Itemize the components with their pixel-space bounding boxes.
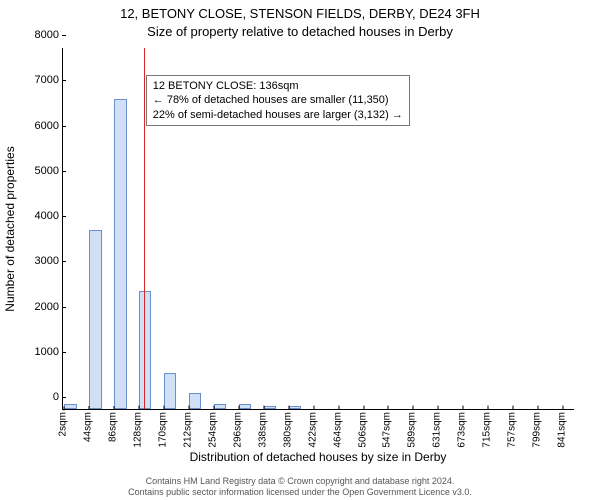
bar (164, 373, 176, 409)
bar (264, 406, 276, 409)
x-tick: 44sqm (83, 412, 94, 442)
figure: 12, BETONY CLOSE, STENSON FIELDS, DERBY,… (0, 0, 600, 500)
x-tick: 380sqm (282, 412, 293, 448)
annotation-line3: 22% of semi-detached houses are larger (… (153, 108, 403, 122)
x-tick: 799sqm (531, 412, 542, 448)
source-line2: Contains public sector information licen… (128, 487, 472, 497)
x-tick: 338sqm (257, 412, 268, 448)
bar (114, 99, 126, 409)
bar (89, 230, 101, 409)
source-attribution: Contains HM Land Registry data © Crown c… (0, 476, 600, 498)
x-tick: 2sqm (58, 412, 69, 436)
y-tick: 1000 (35, 346, 59, 358)
x-tick: 547sqm (381, 412, 392, 448)
y-tick: 7000 (35, 74, 59, 86)
x-tick: 464sqm (332, 412, 343, 448)
bar (214, 404, 226, 409)
x-tick: 422sqm (307, 412, 318, 448)
y-axis-label: Number of detached properties (3, 146, 17, 311)
annotation-line1: 12 BETONY CLOSE: 136sqm (153, 79, 403, 93)
bar (289, 406, 301, 409)
bar (64, 404, 76, 409)
x-tick: 254sqm (207, 412, 218, 448)
bar (189, 393, 201, 409)
x-tick: 212sqm (182, 412, 193, 448)
x-tick: 86sqm (108, 412, 119, 442)
y-tick: 2000 (35, 301, 59, 313)
annotation-line2: ← 78% of detached houses are smaller (11… (153, 93, 403, 107)
x-tick: 841sqm (556, 412, 567, 448)
x-tick: 128sqm (133, 412, 144, 448)
y-tick: 5000 (35, 165, 59, 177)
y-tick: 3000 (35, 255, 59, 267)
y-tick: 8000 (35, 29, 59, 41)
x-tick: 170sqm (157, 412, 168, 448)
x-axis-label: Distribution of detached houses by size … (62, 450, 574, 464)
chart-title-main: 12, BETONY CLOSE, STENSON FIELDS, DERBY,… (0, 6, 600, 21)
plot-area: 010002000300040005000600070008000 12 BET… (62, 48, 574, 410)
bar (139, 291, 151, 409)
x-tick: 589sqm (406, 412, 417, 448)
bar (239, 404, 251, 409)
chart-title-sub: Size of property relative to detached ho… (0, 24, 600, 39)
x-tick: 757sqm (506, 412, 517, 448)
source-line1: Contains HM Land Registry data © Crown c… (146, 476, 455, 486)
marker-line (144, 48, 145, 409)
annotation-box: 12 BETONY CLOSE: 136sqm ← 78% of detache… (146, 75, 410, 126)
x-tick: 631sqm (431, 412, 442, 448)
x-tick: 715sqm (481, 412, 492, 448)
x-tick: 296sqm (232, 412, 243, 448)
x-tick: 673sqm (456, 412, 467, 448)
x-tick: 506sqm (357, 412, 368, 448)
y-tick: 6000 (35, 120, 59, 132)
y-tick: 0 (53, 391, 59, 403)
y-tick: 4000 (35, 210, 59, 222)
